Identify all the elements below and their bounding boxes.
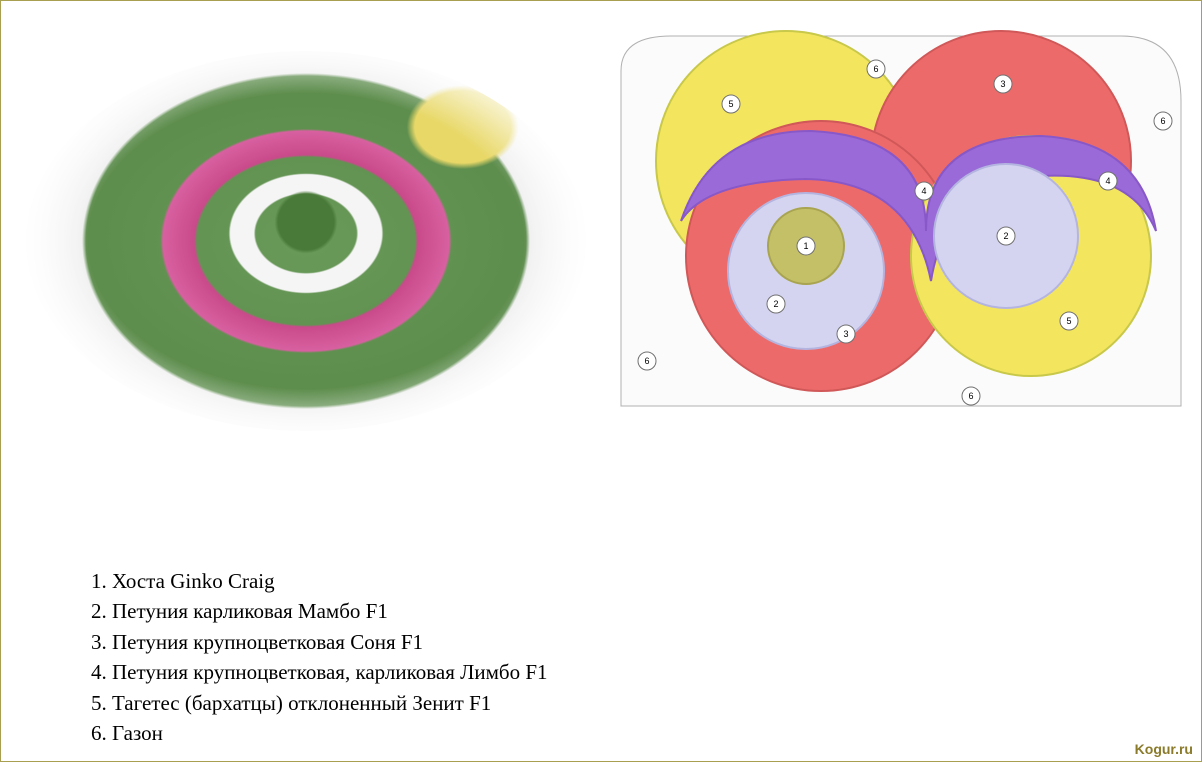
diagram-marker: 3 [994, 75, 1012, 93]
svg-text:2: 2 [1003, 231, 1008, 241]
flowerbed-photo [26, 51, 586, 431]
plant-legend: 1. Хоста Ginko Craig2. Петуния карликова… [91, 566, 548, 749]
flowerbed-diagram: 1 2 2 3 3 4 4 5 5 6 6 6 6 [611, 21, 1191, 416]
diagram-marker: 1 [797, 237, 815, 255]
legend-item: 5. Тагетес (бархатцы) отклоненный Зенит … [91, 688, 548, 718]
svg-text:4: 4 [921, 186, 926, 196]
legend-item: 2. Петуния карликовая Мамбо F1 [91, 596, 548, 626]
svg-text:1: 1 [803, 241, 808, 251]
diagram-marker: 6 [1154, 112, 1172, 130]
svg-text:4: 4 [1105, 176, 1110, 186]
svg-text:6: 6 [644, 356, 649, 366]
diagram-marker: 6 [638, 352, 656, 370]
svg-text:6: 6 [873, 64, 878, 74]
svg-text:5: 5 [1066, 316, 1071, 326]
diagram-marker: 3 [837, 325, 855, 343]
svg-text:3: 3 [1000, 79, 1005, 89]
diagram-marker: 6 [867, 60, 885, 78]
diagram-marker: 6 [962, 387, 980, 405]
diagram-marker: 2 [997, 227, 1015, 245]
legend-item: 6. Газон [91, 718, 548, 748]
diagram-marker: 2 [767, 295, 785, 313]
svg-text:3: 3 [843, 329, 848, 339]
diagram-marker: 4 [915, 182, 933, 200]
svg-text:2: 2 [773, 299, 778, 309]
legend-item: 3. Петуния крупноцветковая Соня F1 [91, 627, 548, 657]
diagram-marker: 5 [722, 95, 740, 113]
legend-item: 4. Петуния крупноцветковая, карликовая Л… [91, 657, 548, 687]
svg-text:6: 6 [1160, 116, 1165, 126]
diagram-marker: 5 [1060, 312, 1078, 330]
svg-text:5: 5 [728, 99, 733, 109]
svg-text:6: 6 [968, 391, 973, 401]
diagram-marker: 4 [1099, 172, 1117, 190]
watermark: Kogur.ru [1135, 741, 1193, 757]
legend-item: 1. Хоста Ginko Craig [91, 566, 548, 596]
